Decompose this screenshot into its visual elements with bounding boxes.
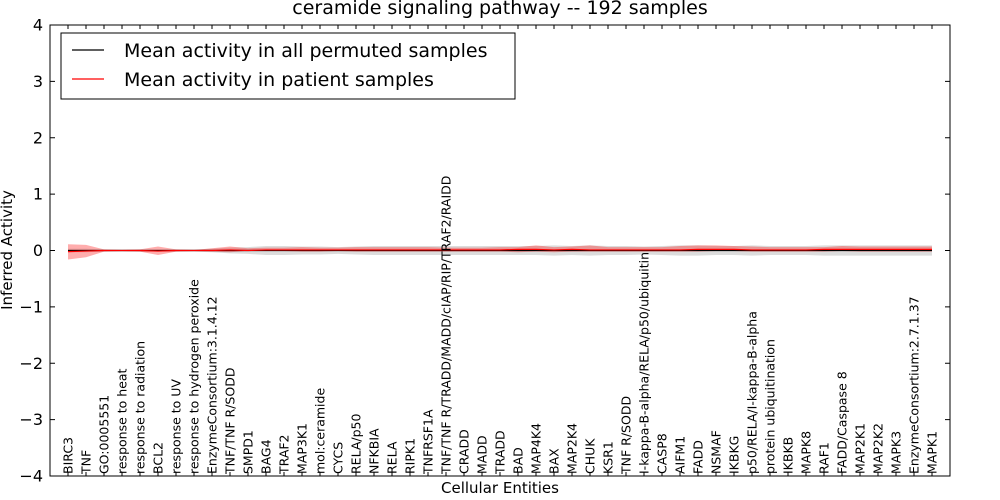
x-tick-label: response to heat xyxy=(115,368,130,474)
x-tick-label: MAP2K4 xyxy=(565,423,580,474)
x-tick-label: BAD xyxy=(511,447,526,474)
x-tick-label: EnzymeConsortium:2.7.1.37 xyxy=(907,296,922,474)
y-tick-label: −1 xyxy=(19,297,43,316)
x-tick-label: MAP4K4 xyxy=(529,423,544,474)
x-tick-label: RAF1 xyxy=(817,442,832,474)
legend-label-permuted: Mean activity in all permuted samples xyxy=(124,40,487,62)
x-tick-label: FADD/Caspase 8 xyxy=(835,371,850,474)
x-tick-label: MAP2K2 xyxy=(871,423,886,474)
y-tick-label: −3 xyxy=(19,410,43,429)
x-tick-label: CHUK xyxy=(583,438,598,474)
x-tick-label: MADD xyxy=(475,435,490,474)
x-tick-label: SMPD1 xyxy=(241,430,256,474)
y-tick-label: −2 xyxy=(19,354,43,373)
y-tick-label: −4 xyxy=(19,467,43,486)
x-tick-label: CYCS xyxy=(331,442,346,474)
x-tick-label: response to radiation xyxy=(133,341,148,474)
x-tick-label: TNF/TNF R/TRADD/MADD/cIAP/RIP/TRAF2/RAID… xyxy=(439,176,454,475)
x-tick-label: RIPK1 xyxy=(403,438,418,474)
plot-area xyxy=(67,244,932,260)
x-tick-label: KSR1 xyxy=(601,441,616,474)
x-tick-label: protein ubiquitination xyxy=(763,339,778,474)
x-tick-label: MAP2K1 xyxy=(853,423,868,474)
x-tick-label: TNFRSF1A xyxy=(421,409,436,475)
x-tick-label: response to hydrogen peroxide xyxy=(187,279,202,474)
x-tick-label: MAPK1 xyxy=(925,431,940,474)
x-tick-label: FADD xyxy=(691,440,706,474)
x-tick-label: mol:ceramide xyxy=(313,388,328,474)
x-tick-label: MAPK8 xyxy=(799,431,814,474)
x-tick-label: CASP8 xyxy=(655,433,670,474)
y-tick-label: 1 xyxy=(33,185,43,204)
x-tick-label: RELA xyxy=(385,441,400,474)
x-tick-label: EnzymeConsortium:3.1.4.12 xyxy=(205,296,220,474)
x-tick-label: BCL2 xyxy=(151,442,166,474)
y-axis-label: Inferred Activity xyxy=(0,190,16,310)
x-tick-label: I-kappa-B-alpha/RELA/p50/ubiquitin xyxy=(637,252,652,474)
y-axis: −4 −3 −2 −1 0 1 2 3 4 xyxy=(19,16,950,486)
x-axis-label: Cellular Entities xyxy=(441,479,559,497)
x-tick-label: IKBKG xyxy=(727,436,742,474)
x-tick-label: MAPK3 xyxy=(889,431,904,474)
x-tick-label: p50/RELA/I-kappa-B-alpha xyxy=(745,311,760,474)
x-tick-label: IKBKB xyxy=(781,437,796,474)
x-tick-label: NFKBIA xyxy=(367,428,382,474)
legend-box xyxy=(60,32,516,100)
chart-title: ceramide signaling pathway -- 192 sample… xyxy=(292,0,708,19)
y-tick-label: 0 xyxy=(33,241,43,260)
x-tick-label: AIFM1 xyxy=(673,436,688,474)
x-tick-label: BAG4 xyxy=(259,439,274,474)
band-patient xyxy=(68,244,932,260)
legend: Mean activity in all permuted samples Me… xyxy=(60,32,516,100)
y-tick-label: 3 xyxy=(33,72,43,91)
x-tick-label: BIRC3 xyxy=(61,437,76,474)
x-tick-label: MAP3K1 xyxy=(295,423,310,474)
x-tick-label: response to UV xyxy=(169,379,184,474)
x-tick-label: TNF/TNF R/SODD xyxy=(223,368,238,475)
legend-label-patient: Mean activity in patient samples xyxy=(124,69,434,91)
x-tick-label: BAX xyxy=(547,448,562,474)
y-tick-label: 2 xyxy=(33,128,43,147)
x-tick-label: GO:0005551 xyxy=(97,395,112,474)
x-axis: BIRC3 TNF GO:0005551 response to heat respon… xyxy=(61,25,940,476)
x-tick-label: TRADD xyxy=(493,430,508,475)
y-tick-label: 4 xyxy=(33,16,43,35)
x-tick-label: TNF R/SODD xyxy=(619,396,634,475)
x-tick-label: CRADD xyxy=(457,429,472,474)
x-tick-label: TNF xyxy=(79,450,94,475)
x-tick-label: TRAF2 xyxy=(277,434,292,475)
x-tick-label: NSMAF xyxy=(709,430,724,474)
series-line-patient xyxy=(67,248,932,253)
x-tick-label: RELA/p50 xyxy=(349,414,364,474)
